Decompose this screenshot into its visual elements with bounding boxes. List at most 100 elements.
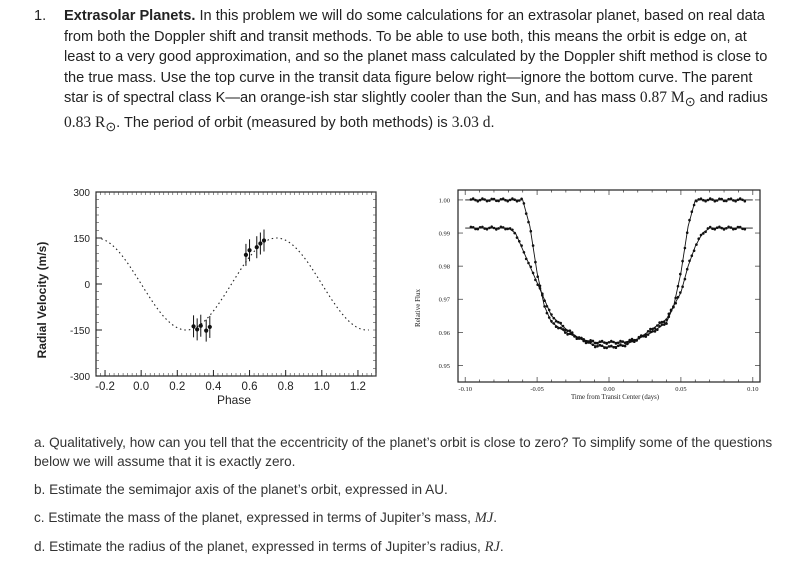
transit-data-point <box>688 218 691 222</box>
transit-y-axis-label: Relative Flux <box>414 289 422 327</box>
transit-data-point <box>497 227 500 230</box>
transit-data-point <box>734 227 737 231</box>
transit-data-point <box>635 338 638 342</box>
transit-data-point <box>702 198 705 202</box>
transit-data-point <box>538 284 542 288</box>
transit-data-point <box>685 267 689 271</box>
transit-data-point <box>649 330 652 334</box>
transit-data-point <box>492 226 496 230</box>
transit-data-point <box>600 344 604 348</box>
transit-data-point <box>531 271 535 275</box>
transit-data-point <box>596 345 599 348</box>
transit-y-tick-label: 0.97 <box>439 297 451 304</box>
transit-data-point <box>715 226 719 229</box>
transit-data-point <box>529 265 533 269</box>
transit-y-tick-label: 0.95 <box>439 363 450 370</box>
transit-data-point <box>683 246 687 250</box>
transit-data-point <box>495 199 498 203</box>
transit-series-2-line <box>465 227 753 348</box>
transit-data-point <box>531 244 535 247</box>
transit-data-point <box>520 244 523 247</box>
transit-data-point <box>513 198 516 201</box>
transit-data-point <box>589 341 592 344</box>
transit-data-point <box>600 339 604 343</box>
transit-data-point <box>522 251 526 254</box>
transit-data-point <box>653 330 657 333</box>
transit-data-point <box>725 227 728 230</box>
transit-data-point <box>729 197 733 200</box>
transit-data-point <box>605 346 608 350</box>
transit-series-1-line <box>465 199 753 343</box>
transit-data-point <box>483 227 486 230</box>
transit-data-point <box>504 227 507 231</box>
transit-data-point <box>619 343 622 346</box>
transit-data-point <box>499 225 503 229</box>
transit-data-point <box>736 198 740 202</box>
transit-data-point <box>695 199 698 203</box>
question-c: c. Estimate the mass of the planet, expr… <box>34 510 498 526</box>
transit-data-point <box>488 226 491 230</box>
transit-data-point <box>545 305 549 308</box>
transit-data-point <box>725 199 728 203</box>
transit-data-point <box>711 198 714 201</box>
rv-plot-frame <box>95 191 377 377</box>
transit-data-point <box>545 311 549 315</box>
rv-data-point <box>254 245 259 250</box>
transit-data-point <box>520 197 523 201</box>
transit-data-point <box>711 227 714 230</box>
rv-y-tick-label: -150 <box>70 326 90 337</box>
transit-data-point <box>596 342 599 345</box>
transit-data-point <box>511 228 514 232</box>
transit-data-point <box>504 198 507 202</box>
transit-data-point <box>630 337 634 341</box>
rv-y-tick-label: 300 <box>73 188 90 199</box>
transit-data-point <box>481 197 484 200</box>
transit-data-point <box>559 326 562 330</box>
transit-data-point <box>610 344 613 348</box>
transit-y-tick-label: 0.99 <box>439 231 450 238</box>
rv-y-axis-label: Radial Velocity (m/s) <box>35 242 49 359</box>
transit-data-point <box>738 197 742 200</box>
transit-data-point <box>607 341 611 344</box>
problem-statement: 1. Extrasolar Planets. In this problem w… <box>34 6 774 137</box>
transit-data-point <box>708 197 712 200</box>
transit-data-point <box>573 334 576 338</box>
transit-data-point <box>497 199 500 203</box>
transit-data-point <box>727 225 730 229</box>
transit-y-tick-label: 0.96 <box>439 330 451 337</box>
rv-x-tick-label: 0.2 <box>169 381 185 393</box>
transit-data-point <box>616 341 620 345</box>
transit-data-point <box>554 325 558 328</box>
rv-data-point <box>247 248 252 253</box>
transit-x-axis-label: Time from Transit Center (days) <box>571 394 659 401</box>
star-mass: 0.87 M⊙ <box>639 89 696 110</box>
transit-data-point <box>646 330 650 333</box>
transit-data-point <box>679 272 682 276</box>
transit-data-point <box>738 225 742 229</box>
transit-data-point <box>681 259 684 263</box>
transit-data-point <box>679 291 682 294</box>
transit-data-point <box>626 342 629 346</box>
jupiter-mass-symbol: MJ <box>474 510 494 526</box>
transit-data-point <box>708 225 712 229</box>
transit-data-point <box>741 227 744 231</box>
transit-data-point <box>683 277 687 281</box>
transit-y-tick-label: 1.00 <box>439 197 450 204</box>
transit-data-point <box>478 226 482 229</box>
transit-data-point <box>699 233 703 237</box>
transit-data-point <box>688 259 691 263</box>
transit-data-point <box>566 333 569 336</box>
transit-data-point <box>667 312 671 316</box>
rv-data-point <box>261 238 267 243</box>
transit-data-point <box>727 197 730 201</box>
transit-data-point <box>561 324 565 328</box>
transit-data-point <box>547 308 551 312</box>
transit-data-point <box>483 198 486 201</box>
transit-data-point <box>575 336 579 339</box>
transit-data-point <box>518 199 521 202</box>
star-radius: 0.83 R⊙ <box>64 113 117 134</box>
transit-data-point <box>674 296 677 300</box>
transit-data-point <box>734 199 737 203</box>
transit-data-point <box>743 199 747 203</box>
transit-data-point <box>515 199 519 203</box>
